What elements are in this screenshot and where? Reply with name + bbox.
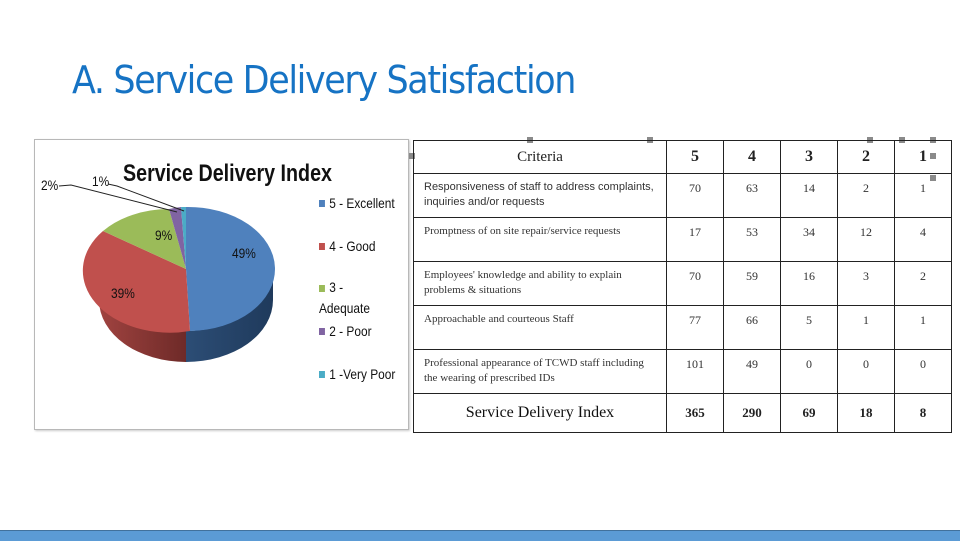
total-value: 365 bbox=[666, 393, 724, 433]
table-row: Approachable and courteous Staff 77 66 5… bbox=[413, 305, 952, 350]
leader-line-very-poor bbox=[107, 183, 185, 212]
legend-swatch-icon bbox=[319, 243, 325, 250]
value-cell: 101 bbox=[666, 349, 724, 394]
legend-label: 4 - Good bbox=[329, 238, 376, 254]
label-good: 39% bbox=[111, 285, 135, 301]
pie-side-excellent bbox=[186, 269, 273, 362]
value-cell: 1 bbox=[837, 305, 895, 350]
legend-swatch-icon bbox=[319, 328, 325, 335]
value-cell: 77 bbox=[666, 305, 724, 350]
label-very-poor: 1% bbox=[92, 173, 110, 189]
header-score-1: 1 bbox=[894, 140, 952, 174]
table-row: Employees' knowledge and ability to expl… bbox=[413, 261, 952, 306]
legend-item-good[interactable]: 4 - Good bbox=[319, 238, 376, 254]
value-cell: 1 bbox=[894, 173, 952, 218]
pie-graphic bbox=[58, 183, 275, 362]
legend-label: 2 - Poor bbox=[329, 323, 372, 339]
slice-excellent[interactable] bbox=[186, 206, 275, 331]
legend-label-line2: Adequate bbox=[319, 300, 370, 316]
header-score-2: 2 bbox=[837, 140, 895, 174]
table-total-row: Service Delivery Index 365 290 69 18 8 bbox=[413, 393, 952, 433]
slice-adequate[interactable] bbox=[103, 209, 186, 269]
legend-swatch-icon bbox=[319, 371, 325, 378]
value-cell: 49 bbox=[723, 349, 781, 394]
header-score-4: 4 bbox=[723, 140, 781, 174]
value-cell: 59 bbox=[723, 261, 781, 306]
value-cell: 34 bbox=[780, 217, 838, 262]
criteria-cell: Promptness of on site repair/service req… bbox=[413, 217, 667, 262]
value-cell: 12 bbox=[837, 217, 895, 262]
value-cell: 16 bbox=[780, 261, 838, 306]
legend-label: 1 -Very Poor bbox=[329, 366, 396, 382]
chart-title: Service Delivery Index bbox=[123, 160, 332, 187]
value-cell: 17 bbox=[666, 217, 724, 262]
label-adequate: 9% bbox=[155, 227, 173, 243]
total-value: 18 bbox=[837, 393, 895, 433]
legend-item-very-poor[interactable]: 1 -Very Poor bbox=[319, 366, 395, 382]
total-value: 290 bbox=[723, 393, 781, 433]
legend-item-adequate[interactable]: 3 - Adequate bbox=[319, 279, 370, 319]
header-score-3: 3 bbox=[780, 140, 838, 174]
value-cell: 14 bbox=[780, 173, 838, 218]
criteria-cell: Professional appearance of TCWD staff in… bbox=[413, 349, 667, 394]
value-cell: 0 bbox=[780, 349, 838, 394]
legend-item-excellent[interactable]: 5 - Excellent bbox=[319, 195, 395, 211]
total-value: 69 bbox=[780, 393, 838, 433]
legend-swatch-icon bbox=[319, 285, 325, 292]
value-cell: 66 bbox=[723, 305, 781, 350]
table-row: Responsiveness of staff to address compl… bbox=[413, 173, 952, 218]
pie-chart[interactable]: Service Delivery Index 2% 1% 9% 49% 39% … bbox=[34, 139, 409, 430]
table-header-row: Criteria 5 4 3 2 1 bbox=[413, 140, 952, 174]
value-cell: 4 bbox=[894, 217, 952, 262]
value-cell: 2 bbox=[837, 173, 895, 218]
value-cell: 5 bbox=[780, 305, 838, 350]
value-cell: 70 bbox=[666, 173, 724, 218]
criteria-cell: Approachable and courteous Staff bbox=[413, 305, 667, 350]
criteria-cell: Responsiveness of staff to address compl… bbox=[413, 173, 667, 218]
header-score-5: 5 bbox=[666, 140, 724, 174]
value-cell: 70 bbox=[666, 261, 724, 306]
slide-title: A. Service Delivery Satisfaction bbox=[72, 58, 576, 102]
legend-item-poor[interactable]: 2 - Poor bbox=[319, 323, 372, 339]
slice-very-poor[interactable] bbox=[181, 206, 186, 269]
label-poor: 2% bbox=[41, 177, 59, 193]
table-row: Promptness of on site repair/service req… bbox=[413, 217, 952, 262]
legend-swatch-icon bbox=[319, 200, 325, 207]
resize-handle[interactable] bbox=[409, 153, 415, 159]
criteria-cell: Employees' knowledge and ability to expl… bbox=[413, 261, 667, 306]
value-cell: 63 bbox=[723, 173, 781, 218]
value-cell: 1 bbox=[894, 305, 952, 350]
value-cell: 0 bbox=[837, 349, 895, 394]
leader-line-poor bbox=[58, 184, 178, 213]
pie-side-good bbox=[99, 269, 186, 362]
legend-label: 3 - bbox=[329, 279, 344, 295]
criteria-table[interactable]: Criteria 5 4 3 2 1 Responsiveness of sta… bbox=[413, 140, 952, 433]
value-cell: 0 bbox=[894, 349, 952, 394]
value-cell: 3 bbox=[837, 261, 895, 306]
value-cell: 2 bbox=[894, 261, 952, 306]
legend-label: 5 - Excellent bbox=[329, 195, 395, 211]
label-excellent: 49% bbox=[232, 245, 256, 261]
slice-good[interactable] bbox=[82, 231, 190, 333]
slice-poor[interactable] bbox=[169, 207, 186, 269]
footer-bar bbox=[0, 530, 960, 541]
header-criteria: Criteria bbox=[413, 140, 667, 174]
total-value: 8 bbox=[894, 393, 952, 433]
total-label: Service Delivery Index bbox=[413, 393, 667, 433]
value-cell: 53 bbox=[723, 217, 781, 262]
table-row: Professional appearance of TCWD staff in… bbox=[413, 349, 952, 394]
